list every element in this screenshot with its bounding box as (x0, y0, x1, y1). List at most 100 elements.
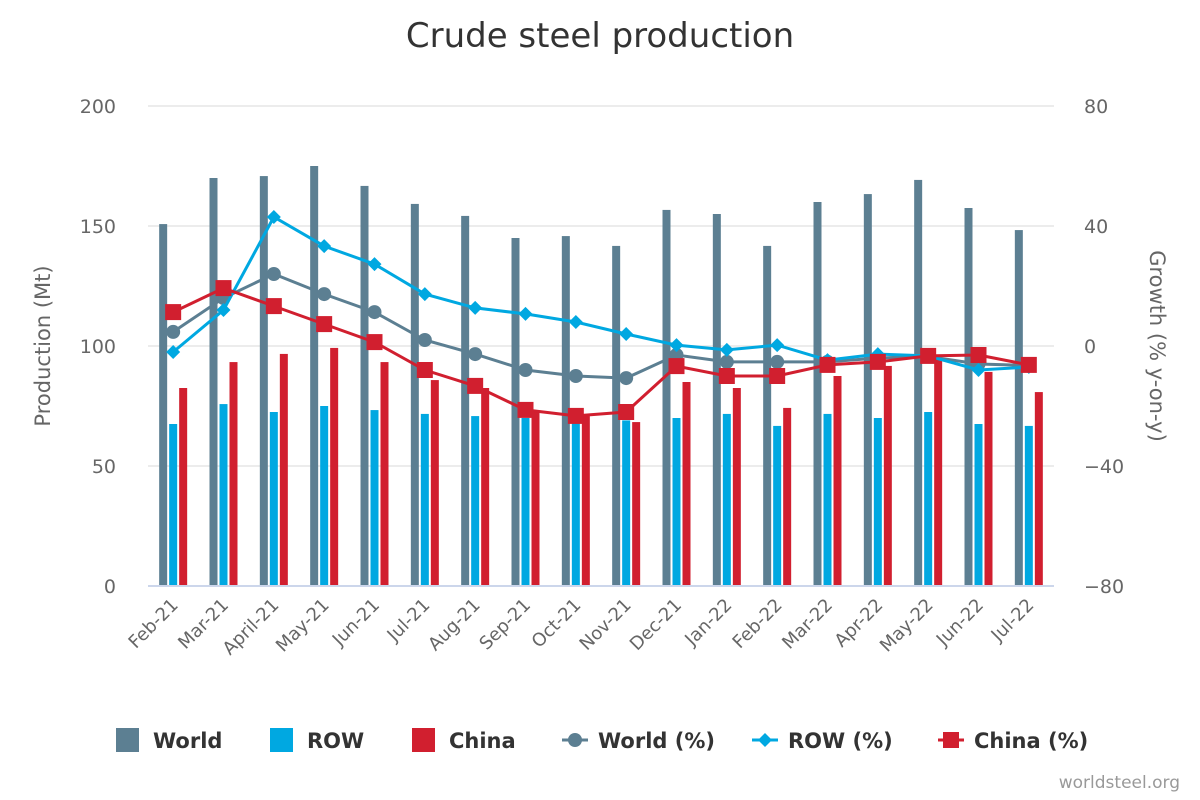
point-square-jun-21[interactable] (366, 334, 383, 351)
point-circle-sep-21[interactable] (518, 363, 533, 377)
point-square-may-21[interactable] (316, 316, 333, 333)
point-diamond-jun-22[interactable] (971, 363, 986, 377)
bar-world-oct-21[interactable] (561, 236, 570, 586)
point-square-mar-22[interactable] (819, 356, 836, 373)
point-square-apr-22[interactable] (869, 353, 886, 370)
point-circle-feb-21[interactable] (166, 324, 181, 339)
bar-row-feb-21[interactable] (169, 424, 178, 586)
point-circle-jun-21[interactable] (367, 305, 382, 320)
point-square-dec-21[interactable] (668, 358, 685, 375)
bar-world-feb-22[interactable] (763, 245, 772, 587)
point-circle-april-21[interactable] (266, 267, 281, 281)
bar-china-aug-21[interactable] (481, 388, 490, 586)
point-circle-jul-21[interactable] (417, 333, 432, 347)
point-square-jun-22[interactable] (970, 347, 987, 363)
point-diamond-jul-21[interactable] (417, 287, 432, 302)
bar-china-dec-21[interactable] (682, 382, 691, 586)
point-square-mar-21[interactable] (215, 280, 232, 297)
bar-china-oct-21[interactable] (581, 416, 590, 586)
bar-world-jun-21[interactable] (360, 185, 369, 587)
bar-row-jun-22[interactable] (974, 424, 983, 586)
legend-item-row[interactable]: ROW (270, 728, 364, 753)
bar-row-jan-22[interactable] (722, 413, 731, 586)
bar-row-sep-21[interactable] (521, 418, 530, 586)
legend-item-china[interactable]: China (412, 728, 516, 753)
bar-world-nov-21[interactable] (612, 245, 621, 587)
bar-row-mar-22[interactable] (823, 413, 832, 586)
bar-row-may-21[interactable] (320, 406, 329, 586)
point-diamond-april-21[interactable] (266, 210, 281, 224)
point-square-feb-21[interactable] (165, 304, 182, 321)
point-square-jul-22[interactable] (1020, 356, 1037, 373)
point-diamond-nov-21[interactable] (619, 327, 634, 341)
bar-row-oct-21[interactable] (571, 422, 580, 586)
point-circle-aug-21[interactable] (468, 347, 483, 362)
credit-link[interactable]: worldsteel.org (1059, 773, 1180, 793)
bar-world-mar-21[interactable] (209, 178, 218, 586)
point-circle-feb-22[interactable] (770, 354, 785, 369)
point-diamond-mar-21[interactable] (216, 303, 231, 317)
bar-world-apr-22[interactable] (863, 194, 872, 586)
bar-china-nov-21[interactable] (632, 422, 641, 586)
bar-row-feb-22[interactable] (773, 425, 782, 586)
bar-world-jun-22[interactable] (964, 208, 973, 586)
bar-row-jun-21[interactable] (370, 410, 379, 586)
bar-world-sep-21[interactable] (511, 238, 520, 586)
point-square-jul-21[interactable] (416, 362, 433, 378)
point-diamond-sep-21[interactable] (518, 306, 533, 321)
point-diamond-jun-21[interactable] (367, 257, 382, 272)
legend-marker-icon[interactable] (568, 733, 582, 747)
bar-world-jul-22[interactable] (1014, 230, 1023, 586)
legend-item-world[interactable]: World (116, 728, 222, 753)
point-diamond-feb-22[interactable] (770, 338, 785, 353)
bar-row-april-21[interactable] (269, 412, 278, 586)
bar-row-may-22[interactable] (924, 412, 933, 586)
bar-row-nov-21[interactable] (622, 420, 631, 586)
point-square-aug-21[interactable] (467, 377, 484, 394)
point-square-may-22[interactable] (920, 347, 937, 364)
bar-world-feb-21[interactable] (159, 224, 168, 586)
bar-world-may-22[interactable] (914, 179, 923, 587)
bar-world-jul-21[interactable] (410, 203, 419, 587)
point-circle-nov-21[interactable] (619, 371, 634, 386)
point-square-oct-21[interactable] (567, 407, 584, 424)
point-square-nov-21[interactable] (618, 404, 635, 420)
point-square-april-21[interactable] (265, 298, 282, 315)
bar-world-dec-21[interactable] (662, 209, 671, 587)
legend-item-china-[interactable]: China (%) (938, 729, 1088, 753)
point-diamond-oct-21[interactable] (568, 315, 583, 329)
point-diamond-may-21[interactable] (317, 239, 332, 254)
bar-row-jul-22[interactable] (1024, 425, 1033, 586)
bar-china-feb-22[interactable] (783, 407, 792, 586)
bar-world-mar-22[interactable] (813, 202, 822, 586)
point-diamond-jan-22[interactable] (719, 342, 734, 357)
point-diamond-feb-21[interactable] (166, 345, 181, 359)
legend-marker-icon[interactable] (758, 733, 772, 747)
bar-row-dec-21[interactable] (672, 418, 681, 586)
bar-china-may-22[interactable] (934, 357, 943, 586)
bar-china-apr-22[interactable] (883, 365, 892, 586)
bar-china-jul-22[interactable] (1034, 392, 1043, 586)
bar-world-april-21[interactable] (259, 176, 268, 586)
point-circle-may-21[interactable] (317, 287, 332, 302)
point-circle-jan-22[interactable] (719, 354, 734, 369)
point-square-jan-22[interactable] (718, 368, 735, 384)
legend-item-world-[interactable]: World (%) (562, 729, 715, 753)
bar-china-mar-21[interactable] (229, 362, 238, 586)
bar-world-aug-21[interactable] (461, 215, 470, 587)
point-square-feb-22[interactable] (769, 368, 786, 384)
legend-marker-icon[interactable] (943, 732, 959, 748)
bar-china-feb-21[interactable] (179, 388, 188, 586)
bar-china-jan-22[interactable] (732, 388, 741, 586)
bar-china-april-21[interactable] (279, 353, 288, 586)
bar-world-may-21[interactable] (310, 166, 319, 586)
bar-china-may-21[interactable] (330, 347, 339, 586)
bar-row-mar-21[interactable] (219, 404, 228, 586)
bar-china-mar-22[interactable] (833, 376, 842, 586)
bar-china-jun-21[interactable] (380, 362, 389, 586)
point-diamond-aug-21[interactable] (468, 300, 483, 315)
bar-china-sep-21[interactable] (531, 410, 540, 586)
bar-china-jun-22[interactable] (984, 371, 993, 586)
legend-item-row-[interactable]: ROW (%) (752, 729, 893, 753)
bar-world-jan-22[interactable] (712, 214, 721, 586)
